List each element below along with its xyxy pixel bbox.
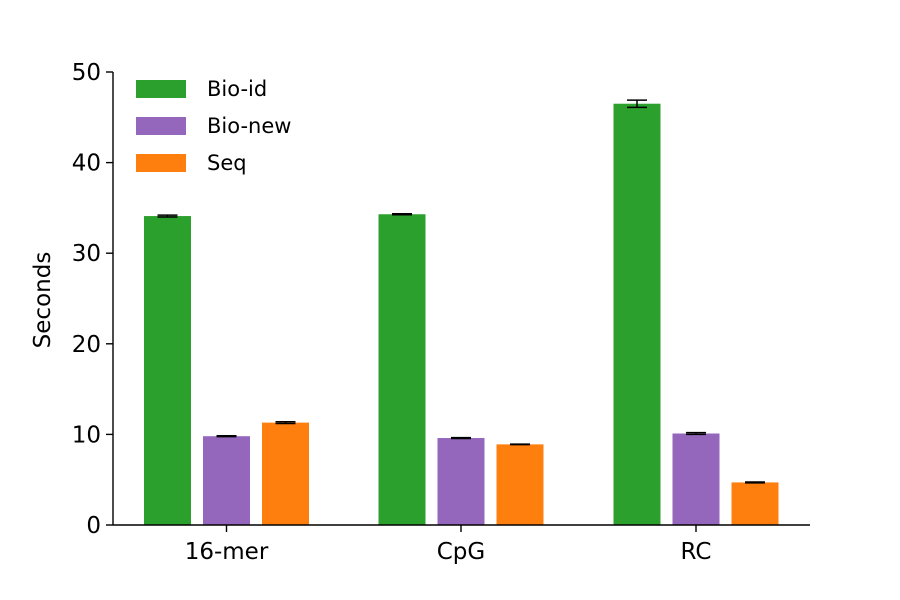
y-tick-label: 0: [86, 513, 101, 539]
bar-bio-new-cpg: [437, 438, 485, 525]
bar-bio-new-rc: [672, 433, 720, 525]
bar-bio-id-16-mer: [144, 216, 191, 525]
x-axis-ticks: 16-mer CpG RC: [185, 525, 712, 565]
y-axis-ticks: 0 10 20 30 40 50: [72, 60, 113, 539]
legend-swatch-seq: [136, 154, 186, 172]
bar-bio-id-cpg: [378, 214, 426, 525]
x-tick-label: CpG: [437, 539, 485, 565]
bar-seq-rc: [731, 482, 779, 525]
legend-swatch-bio-new: [136, 117, 186, 135]
x-tick-label: RC: [681, 539, 712, 565]
bars-layer: [144, 103, 779, 526]
legend-label-seq: Seq: [207, 151, 247, 175]
y-tick-label: 40: [72, 151, 101, 177]
bar-bio-id-rc: [613, 103, 661, 526]
x-tick-label: 16-mer: [185, 539, 269, 565]
y-tick-label: 10: [72, 422, 101, 448]
y-axis-title: Seconds: [30, 252, 56, 349]
bar-bio-new-16-mer: [203, 436, 250, 525]
legend-label-bio-id: Bio-id: [207, 77, 267, 101]
bar-seq-16-mer: [262, 422, 309, 525]
legend-swatch-bio-id: [136, 80, 186, 98]
bar-seq-cpg: [496, 444, 544, 525]
y-tick-label: 30: [72, 241, 101, 267]
y-tick-label: 50: [72, 60, 101, 86]
y-tick-label: 20: [72, 332, 101, 358]
legend-label-bio-new: Bio-new: [207, 114, 291, 138]
legend: Bio-id Bio-new Seq: [136, 77, 291, 175]
errorbars-layer: [157, 99, 765, 484]
